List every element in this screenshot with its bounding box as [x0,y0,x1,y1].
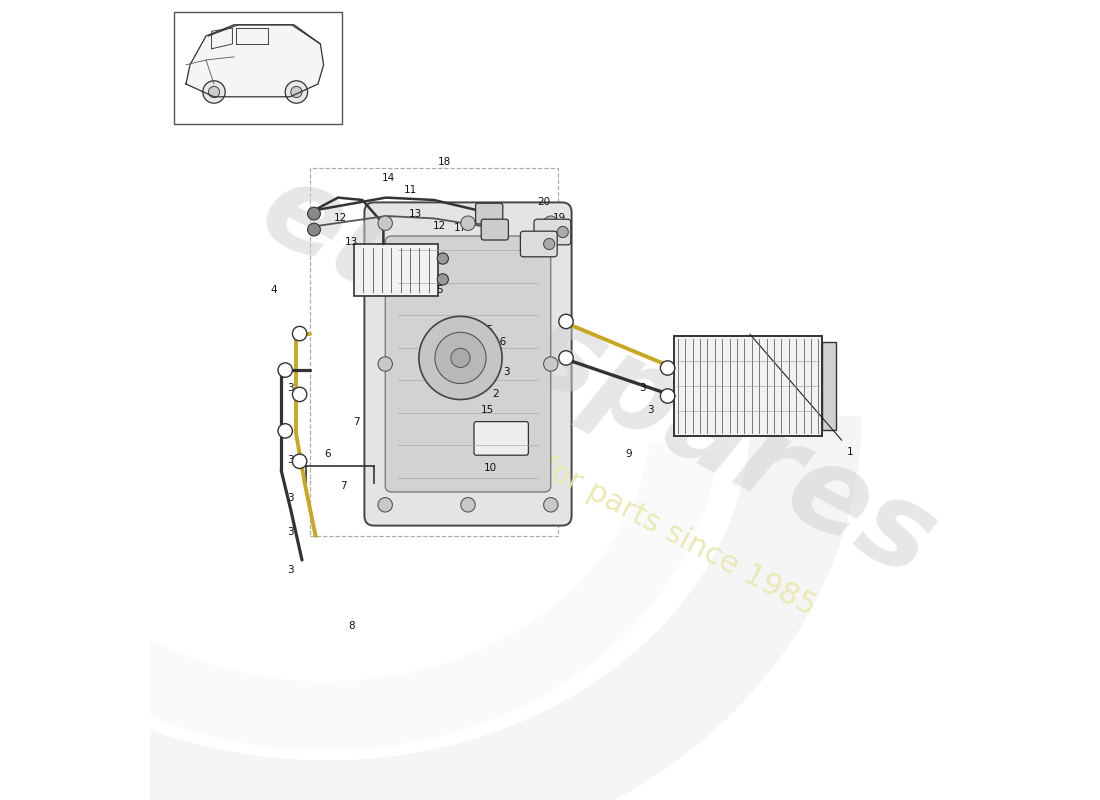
Text: 3: 3 [287,493,294,502]
Text: 3: 3 [287,527,294,537]
Text: 20: 20 [537,197,550,206]
Text: 14: 14 [382,173,395,182]
Circle shape [202,81,226,103]
Circle shape [285,81,308,103]
Text: 6: 6 [324,450,331,459]
Text: 3: 3 [287,565,294,574]
Circle shape [543,357,558,371]
Text: 12: 12 [433,221,447,230]
Text: 3: 3 [287,383,294,393]
Text: 12: 12 [333,213,346,222]
Polygon shape [186,25,323,97]
FancyBboxPatch shape [520,231,558,257]
Text: 7: 7 [353,418,360,427]
Text: eurospares: eurospares [242,150,955,602]
Text: 13: 13 [409,210,422,219]
Circle shape [208,86,220,98]
FancyBboxPatch shape [474,422,528,455]
Text: 17: 17 [454,223,467,233]
Circle shape [378,498,393,512]
Text: 18: 18 [438,157,451,166]
Bar [354,244,438,296]
FancyBboxPatch shape [534,219,571,245]
Circle shape [378,216,393,230]
Circle shape [543,216,558,230]
Circle shape [378,357,393,371]
Circle shape [660,361,674,375]
Text: 11: 11 [404,186,417,195]
Text: 16: 16 [494,338,507,347]
Text: 8: 8 [349,621,355,630]
Text: 5: 5 [437,285,443,294]
Circle shape [543,498,558,512]
Circle shape [559,314,573,329]
Circle shape [559,350,573,365]
Circle shape [660,389,674,403]
Circle shape [437,274,449,285]
Circle shape [419,316,502,399]
Circle shape [293,326,307,341]
FancyBboxPatch shape [475,203,503,224]
Circle shape [558,226,569,238]
Circle shape [308,223,320,236]
Text: 3: 3 [503,367,509,377]
Bar [310,168,558,536]
Circle shape [293,387,307,402]
Circle shape [437,253,449,264]
FancyBboxPatch shape [481,219,508,240]
Circle shape [293,454,307,469]
Bar [822,342,836,430]
Circle shape [278,363,293,378]
Text: 15: 15 [481,325,494,334]
Circle shape [278,424,293,438]
Text: 3: 3 [639,383,646,393]
Bar [174,12,342,124]
Text: 4: 4 [271,285,277,294]
Text: 19: 19 [553,213,566,222]
Circle shape [461,498,475,512]
Text: 15: 15 [481,405,494,414]
Text: 1: 1 [847,447,854,457]
Text: 9: 9 [625,450,631,459]
Circle shape [543,238,554,250]
Circle shape [461,216,475,230]
FancyBboxPatch shape [385,236,551,492]
FancyBboxPatch shape [364,202,572,526]
Text: 13: 13 [345,237,359,246]
Circle shape [290,86,303,98]
Text: 2: 2 [493,389,499,398]
Text: 3: 3 [287,455,294,465]
Bar [674,336,822,436]
Text: 10: 10 [483,463,496,473]
Text: 7: 7 [340,482,346,491]
Text: 3: 3 [647,405,653,414]
Text: a passion for parts since 1985: a passion for parts since 1985 [399,379,821,621]
Circle shape [451,348,470,367]
Circle shape [308,207,320,220]
Circle shape [434,332,486,383]
